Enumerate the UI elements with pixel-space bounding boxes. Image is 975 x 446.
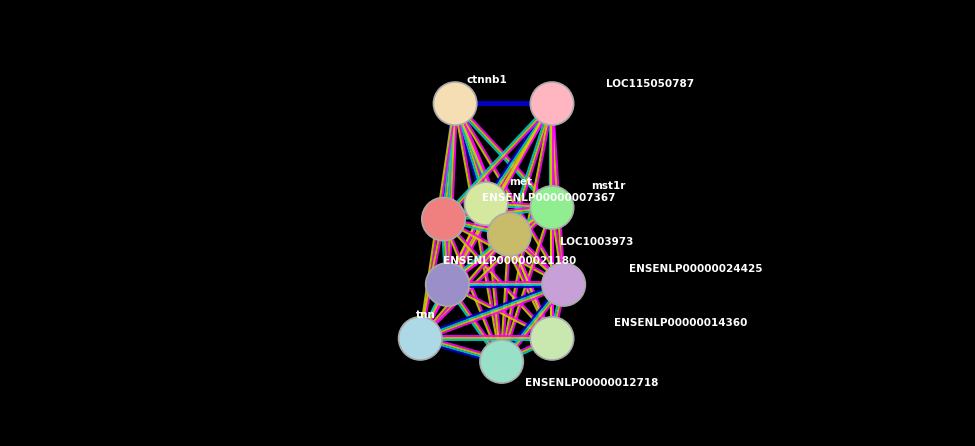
Text: ENSENLP00000012718: ENSENLP00000012718 <box>525 378 658 388</box>
Text: ENSENLP00000021180: ENSENLP00000021180 <box>444 256 577 266</box>
Text: ctnnb1: ctnnb1 <box>467 75 508 86</box>
Ellipse shape <box>488 213 531 256</box>
Ellipse shape <box>480 340 524 383</box>
Ellipse shape <box>464 182 508 225</box>
Text: tnn: tnn <box>416 310 436 320</box>
Text: LOC115050787: LOC115050787 <box>606 79 694 89</box>
Text: mst1r: mst1r <box>591 181 625 191</box>
Ellipse shape <box>542 263 585 306</box>
Ellipse shape <box>530 317 573 360</box>
Ellipse shape <box>422 198 465 241</box>
Text: met: met <box>509 177 532 187</box>
Text: LOC1003973: LOC1003973 <box>560 237 633 247</box>
Text: ENSENLP00000007367: ENSENLP00000007367 <box>483 193 616 202</box>
Text: ENSENLP00000014360: ENSENLP00000014360 <box>614 318 748 328</box>
Ellipse shape <box>426 263 469 306</box>
Ellipse shape <box>399 317 442 360</box>
Ellipse shape <box>530 82 573 125</box>
Ellipse shape <box>530 186 573 229</box>
Ellipse shape <box>434 82 477 125</box>
Text: ENSENLP00000024425: ENSENLP00000024425 <box>630 264 763 274</box>
